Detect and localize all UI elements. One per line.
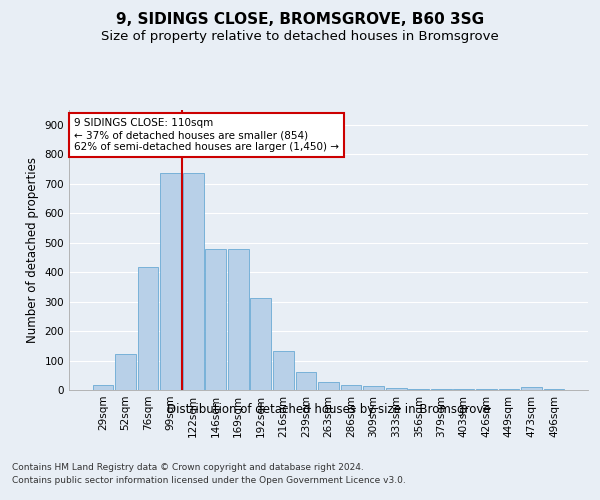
Bar (296, 372, 316, 390)
Bar (318, 382, 339, 390)
Text: 9, SIDINGS CLOSE, BROMSGROVE, B60 3SG: 9, SIDINGS CLOSE, BROMSGROVE, B60 3SG (116, 12, 484, 28)
Text: Contains public sector information licensed under the Open Government Licence v3: Contains public sector information licen… (12, 476, 406, 485)
Bar (363, 386, 384, 390)
Bar (431, 388, 452, 390)
Bar (273, 351, 294, 390)
Bar (160, 174, 181, 390)
Text: Distribution of detached houses by size in Bromsgrove: Distribution of detached houses by size … (167, 402, 491, 415)
Text: Size of property relative to detached houses in Bromsgrove: Size of property relative to detached ho… (101, 30, 499, 43)
Bar (499, 388, 520, 390)
Bar (250, 298, 271, 390)
Bar (454, 388, 474, 390)
Bar (137, 267, 158, 390)
Bar (115, 354, 136, 390)
Bar (386, 388, 407, 390)
Bar (409, 388, 429, 390)
Text: Contains HM Land Registry data © Crown copyright and database right 2024.: Contains HM Land Registry data © Crown c… (12, 462, 364, 471)
Bar (183, 174, 203, 390)
Bar (341, 384, 361, 390)
Bar (476, 388, 497, 390)
Bar (228, 248, 248, 390)
Text: 9 SIDINGS CLOSE: 110sqm
← 37% of detached houses are smaller (854)
62% of semi-d: 9 SIDINGS CLOSE: 110sqm ← 37% of detache… (74, 118, 339, 152)
Bar (544, 388, 565, 390)
Bar (92, 384, 113, 390)
Y-axis label: Number of detached properties: Number of detached properties (26, 157, 39, 343)
Bar (521, 387, 542, 390)
Bar (205, 249, 226, 390)
